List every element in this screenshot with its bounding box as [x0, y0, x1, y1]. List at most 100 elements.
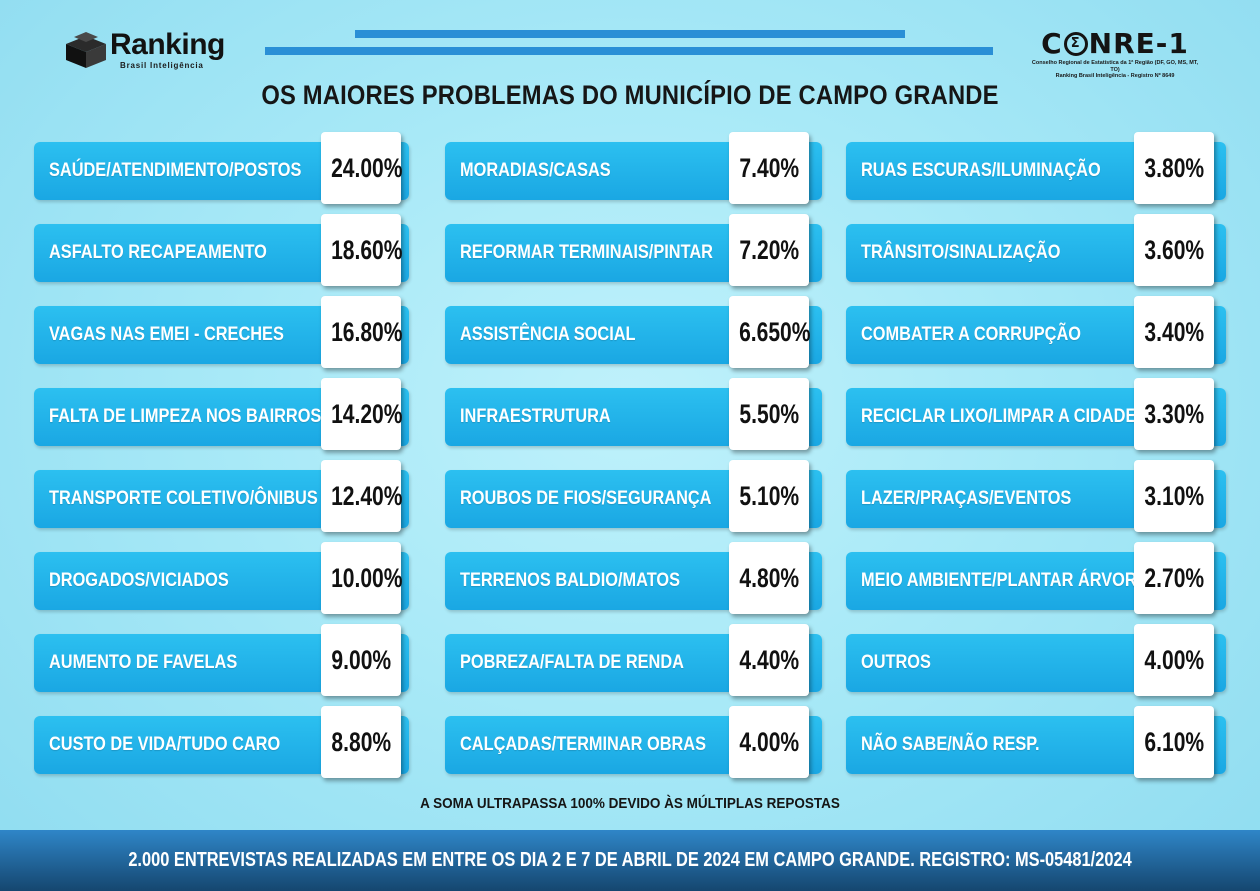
problem-value-text: 18.60%	[331, 235, 403, 265]
problem-row: RECICLAR LIXO/LIMPAR A CIDADE 3.30%	[846, 378, 1226, 450]
conre-logo-name-left: C	[1041, 27, 1063, 60]
problem-value: 14.20%	[321, 378, 403, 450]
problem-value-text: 5.10%	[739, 481, 799, 511]
problem-value: 5.10%	[729, 460, 809, 532]
problem-row: MEIO AMBIENTE/PLANTAR ÁRVORES 2.70%	[846, 542, 1226, 614]
problem-value-text: 2.70%	[1144, 563, 1204, 593]
problem-value-text: 12.40%	[331, 481, 403, 511]
problem-label: NÃO SABE/NÃO RESP.	[861, 734, 1040, 755]
problem-value-text: 9.00%	[331, 645, 391, 675]
problem-value-text: 3.30%	[1144, 399, 1204, 429]
problem-label: VAGAS NAS EMEI - CRECHES	[49, 324, 284, 345]
problem-value: 3.40%	[1134, 296, 1214, 368]
problem-row: ROUBOS DE FIOS/SEGURANÇA 5.10%	[445, 460, 822, 532]
footer-band: 2.000 ENTREVISTAS REALIZADAS EM ENTRE OS…	[0, 830, 1260, 891]
problem-value: 5.50%	[729, 378, 809, 450]
problem-label: CUSTO DE VIDA/TUDO CARO	[49, 734, 281, 755]
conre-logo-subtitle-1: Conselho Regional de Estatística da 1ª R…	[1031, 60, 1199, 73]
problem-label: RUAS ESCURAS/ILUMINAÇÃO	[861, 160, 1101, 181]
problem-value-text: 3.60%	[1144, 235, 1204, 265]
conre-logo-subtitle-2: Ranking Brasil Inteligência - Registro N…	[1055, 73, 1175, 79]
problem-row: ASFALTO RECAPEAMENTO 18.60%	[34, 214, 409, 286]
problem-label: RECICLAR LIXO/LIMPAR A CIDADE	[861, 406, 1137, 427]
problem-value-text: 3.10%	[1144, 481, 1204, 511]
footnote: A SOMA ULTRAPASSA 100% DEVIDO ÀS MÚLTIPL…	[420, 795, 840, 812]
problem-value-text: 3.80%	[1144, 153, 1204, 183]
problem-value-text: 5.50%	[739, 399, 799, 429]
problem-value: 16.80%	[321, 296, 403, 368]
problem-value: 4.40%	[729, 624, 809, 696]
problem-row: SAÚDE/ATENDIMENTO/POSTOS 24.00%	[34, 132, 409, 204]
problem-value: 8.80%	[321, 706, 401, 778]
problem-row: REFORMAR TERMINAIS/PINTAR 7.20%	[445, 214, 822, 286]
problem-value: 2.70%	[1134, 542, 1214, 614]
problem-value: 10.00%	[321, 542, 403, 614]
problem-row: ASSISTÊNCIA SOCIAL 6.650%	[445, 296, 822, 368]
problem-row: TERRENOS BALDIO/MATOS 4.80%	[445, 542, 822, 614]
problem-value: 3.80%	[1134, 132, 1214, 204]
problem-label: POBREZA/FALTA DE RENDA	[460, 652, 684, 673]
conre-logo-name: C Σ NRE-1	[1030, 28, 1200, 60]
problem-label: COMBATER A CORRUPÇÃO	[861, 324, 1081, 345]
problem-row: INFRAESTRUTURA 5.50%	[445, 378, 822, 450]
problem-row: TRANSPORTE COLETIVO/ÔNIBUS 12.40%	[34, 460, 409, 532]
problem-label: TRÂNSITO/SINALIZAÇÃO	[861, 242, 1061, 263]
header-bar-bottom	[265, 47, 993, 55]
problem-label: FALTA DE LIMPEZA NOS BAIRROS	[49, 406, 322, 427]
problem-label: INFRAESTRUTURA	[460, 406, 611, 427]
problem-label: ROUBOS DE FIOS/SEGURANÇA	[460, 488, 712, 509]
problem-row: FALTA DE LIMPEZA NOS BAIRROS 14.20%	[34, 378, 409, 450]
problem-value: 4.80%	[729, 542, 809, 614]
problem-label: TRANSPORTE COLETIVO/ÔNIBUS	[49, 488, 318, 509]
problem-row: MORADIAS/CASAS 7.40%	[445, 132, 822, 204]
ranking-cube-icon	[66, 32, 106, 68]
problem-label: SAÚDE/ATENDIMENTO/POSTOS	[49, 160, 302, 181]
problem-label: MEIO AMBIENTE/PLANTAR ÁRVORES	[861, 570, 1159, 591]
problem-value-text: 4.40%	[739, 645, 799, 675]
problem-value-text: 3.40%	[1144, 317, 1204, 347]
problem-value-text: 10.00%	[331, 563, 403, 593]
problem-label: OUTROS	[861, 652, 931, 673]
problem-row: VAGAS NAS EMEI - CRECHES 16.80%	[34, 296, 409, 368]
header-bar-top	[355, 30, 905, 38]
sigma-emblem-icon: Σ	[1063, 32, 1088, 56]
problem-label: ASSISTÊNCIA SOCIAL	[460, 324, 636, 345]
problem-row: NÃO SABE/NÃO RESP. 6.10%	[846, 706, 1226, 778]
problem-value-text: 4.80%	[739, 563, 799, 593]
footer-text: 2.000 ENTREVISTAS REALIZADAS EM ENTRE OS…	[128, 849, 1132, 871]
problem-label: CALÇADAS/TERMINAR OBRAS	[460, 734, 707, 755]
problem-value: 7.40%	[729, 132, 809, 204]
problem-value: 4.00%	[729, 706, 809, 778]
problem-row: OUTROS 4.00%	[846, 624, 1226, 696]
problem-label: AUMENTO DE FAVELAS	[49, 652, 238, 673]
problem-value-text: 6.10%	[1144, 727, 1204, 757]
problem-value: 4.00%	[1134, 624, 1214, 696]
problem-value: 18.60%	[321, 214, 403, 286]
problem-label: DROGADOS/VICIADOS	[49, 570, 229, 591]
problem-row: DROGADOS/VICIADOS 10.00%	[34, 542, 409, 614]
problem-value-text: 14.20%	[331, 399, 403, 429]
problem-value: 3.60%	[1134, 214, 1214, 286]
problem-label: LAZER/PRAÇAS/EVENTOS	[861, 488, 1072, 509]
problem-label: TERRENOS BALDIO/MATOS	[460, 570, 680, 591]
problem-value-text: 8.80%	[331, 727, 391, 757]
problem-row: CUSTO DE VIDA/TUDO CARO 8.80%	[34, 706, 409, 778]
chart-title: OS MAIORES PROBLEMAS DO MUNICÍPIO DE CAM…	[261, 80, 999, 110]
ranking-logo-subtitle: Brasil Inteligência	[120, 61, 204, 70]
conre-logo: C Σ NRE-1 Conselho Regional de Estatística…	[1030, 28, 1200, 80]
problem-row: LAZER/PRAÇAS/EVENTOS 3.10%	[846, 460, 1226, 532]
problem-value: 3.10%	[1134, 460, 1214, 532]
ranking-logo-name: Ranking	[110, 28, 225, 61]
problem-label: ASFALTO RECAPEAMENTO	[49, 242, 267, 263]
problem-value-text: 6.650%	[739, 317, 811, 347]
problem-value: 7.20%	[729, 214, 809, 286]
problem-value: 9.00%	[321, 624, 401, 696]
ranking-logo: Ranking Brasil Inteligência	[62, 24, 232, 74]
problem-row: POBREZA/FALTA DE RENDA 4.40%	[445, 624, 822, 696]
problem-value-text: 16.80%	[331, 317, 403, 347]
problem-value: 12.40%	[321, 460, 403, 532]
problem-row: CALÇADAS/TERMINAR OBRAS 4.00%	[445, 706, 822, 778]
problem-value-text: 7.20%	[739, 235, 799, 265]
problem-row: TRÂNSITO/SINALIZAÇÃO 3.60%	[846, 214, 1226, 286]
conre-logo-name-right: NRE-1	[1088, 27, 1189, 60]
